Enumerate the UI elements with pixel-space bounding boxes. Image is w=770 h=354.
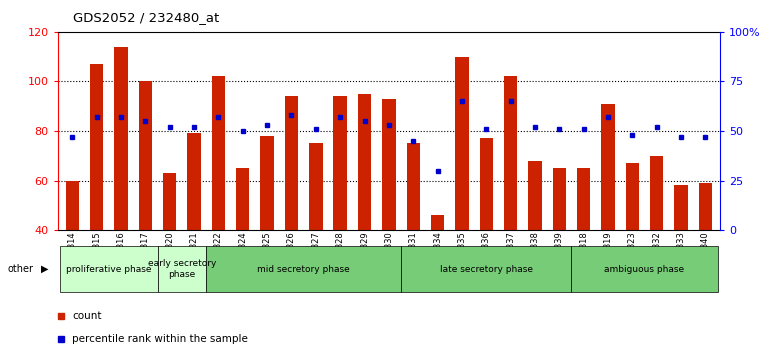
Bar: [382, 99, 396, 230]
Text: ▶: ▶: [41, 264, 49, 274]
Text: count: count: [72, 311, 102, 321]
Text: GDS2052 / 232480_at: GDS2052 / 232480_at: [73, 11, 219, 24]
Bar: [212, 76, 225, 230]
Bar: [571, 246, 718, 292]
Bar: [698, 183, 712, 230]
Bar: [650, 156, 663, 230]
Text: other: other: [8, 264, 34, 274]
Bar: [60, 246, 158, 292]
Text: percentile rank within the sample: percentile rank within the sample: [72, 334, 248, 344]
Text: late secretory phase: late secretory phase: [440, 264, 533, 274]
Text: proliferative phase: proliferative phase: [66, 264, 152, 274]
Bar: [139, 81, 152, 230]
Bar: [455, 57, 469, 230]
Bar: [431, 215, 444, 230]
Text: ambiguous phase: ambiguous phase: [604, 264, 685, 274]
Bar: [625, 163, 639, 230]
Bar: [601, 104, 614, 230]
Bar: [553, 168, 566, 230]
Bar: [309, 143, 323, 230]
Bar: [528, 161, 541, 230]
Bar: [504, 76, 517, 230]
Bar: [333, 96, 347, 230]
Bar: [577, 168, 591, 230]
Bar: [158, 246, 206, 292]
Bar: [260, 136, 274, 230]
Bar: [358, 94, 371, 230]
Bar: [407, 143, 420, 230]
Bar: [65, 181, 79, 230]
Bar: [163, 173, 176, 230]
Text: mid secretory phase: mid secretory phase: [257, 264, 350, 274]
Bar: [206, 246, 401, 292]
Bar: [90, 64, 103, 230]
Bar: [675, 185, 688, 230]
Bar: [480, 138, 493, 230]
Bar: [187, 133, 201, 230]
Bar: [401, 246, 571, 292]
Text: early secretory
phase: early secretory phase: [148, 259, 216, 279]
Bar: [285, 96, 298, 230]
Bar: [236, 168, 249, 230]
Bar: [115, 47, 128, 230]
